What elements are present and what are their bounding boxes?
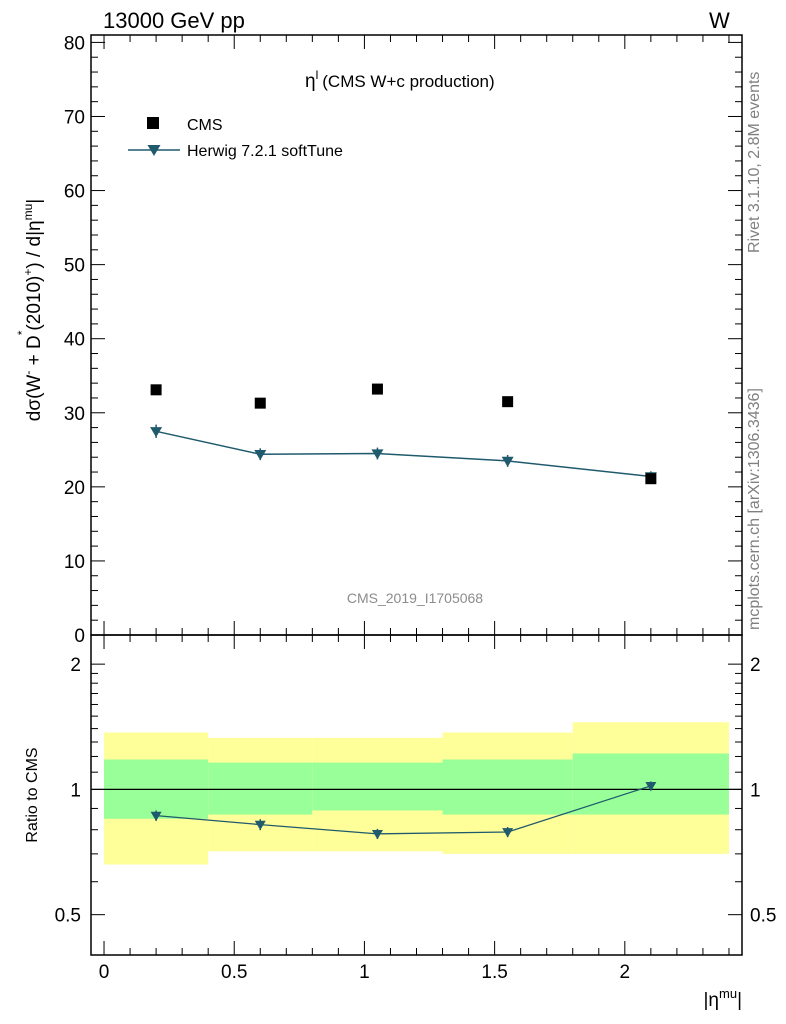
main-y-tick-label: 20: [64, 478, 85, 499]
ratio-herwig-point: [254, 820, 266, 831]
main-y-tick-label: 50: [64, 256, 85, 277]
x-axis-label: |ηmu|: [703, 986, 742, 1011]
legend-herwig-marker: [147, 145, 161, 156]
ratio-y-tick-label-right: 1: [750, 780, 761, 801]
x-axis: 0 0.5 1 1.5 2: [99, 35, 730, 983]
main-y-axis-label: dσ(W- + D*(2010)+) / d|ηmu|: [15, 199, 45, 421]
main-y-tick-label: 40: [64, 330, 85, 351]
herwig-series: [150, 424, 657, 483]
main-y-tick-label: 0: [74, 626, 85, 647]
header-energy-label: 13000 GeV pp: [103, 8, 245, 33]
legend: CMS Herwig 7.2.1 softTune: [128, 117, 343, 160]
header-process-label: W: [709, 8, 730, 33]
ratio-y-tick-label: 2: [70, 655, 81, 676]
x-tick-label: 0: [99, 962, 110, 983]
ratio-herwig-point: [371, 829, 383, 840]
analysis-watermark: CMS_2019_I1705068: [347, 590, 483, 606]
plot-title: ηl (CMS W+c production): [305, 68, 495, 92]
ratio-y-tick-label: 0.5: [55, 906, 81, 927]
herwig-point: [501, 456, 514, 467]
herwig-line: [155, 430, 651, 478]
cms-data-point: [150, 384, 162, 396]
ratio-y-axis-label: Ratio to CMS: [24, 747, 41, 842]
herwig-point: [254, 450, 267, 461]
cms-data-point: [502, 396, 514, 408]
ratio-band-inner: [442, 759, 573, 815]
main-y-tick-label: 10: [64, 552, 85, 573]
ratio-y-tick-label-right: 0.5: [750, 906, 776, 927]
cms-data-point: [371, 383, 383, 395]
main-y-axis: 0 10 20 30 40 50 60 70 80: [64, 33, 742, 647]
ratio-band-inner: [312, 762, 443, 811]
x-tick-label: 1.5: [481, 962, 507, 983]
x-tick-label: 0.5: [221, 962, 247, 983]
ratio-uncertainty-bands: [104, 722, 729, 865]
ratio-y-axis: 0.5 0.5 1 1 2 2: [55, 655, 777, 927]
ratio-herwig-point: [150, 811, 162, 822]
x-tick-label: 2: [620, 962, 631, 983]
cms-data-point: [254, 397, 266, 409]
cms-data-point: [645, 473, 657, 485]
legend-cms-marker: [147, 117, 159, 129]
ratio-herwig-point: [645, 781, 657, 792]
legend-cms-label: CMS: [187, 117, 223, 134]
ratio-band-inner: [208, 762, 313, 815]
ratio-y-tick-label: 1: [70, 780, 81, 801]
main-y-tick-label: 60: [64, 182, 85, 203]
x-tick-label: 1: [359, 962, 370, 983]
main-y-tick-label: 70: [64, 107, 85, 128]
ratio-herwig-series: [150, 781, 657, 840]
main-y-tick-label: 80: [64, 33, 85, 54]
main-y-tick-label: 30: [64, 404, 85, 425]
herwig-point: [150, 427, 163, 438]
ratio-y-tick-label-right: 2: [750, 655, 761, 676]
legend-herwig-label: Herwig 7.2.1 softTune: [187, 143, 343, 160]
ratio-herwig-point: [502, 828, 514, 838]
cms-data-series: [150, 383, 657, 485]
herwig-point: [371, 449, 384, 460]
